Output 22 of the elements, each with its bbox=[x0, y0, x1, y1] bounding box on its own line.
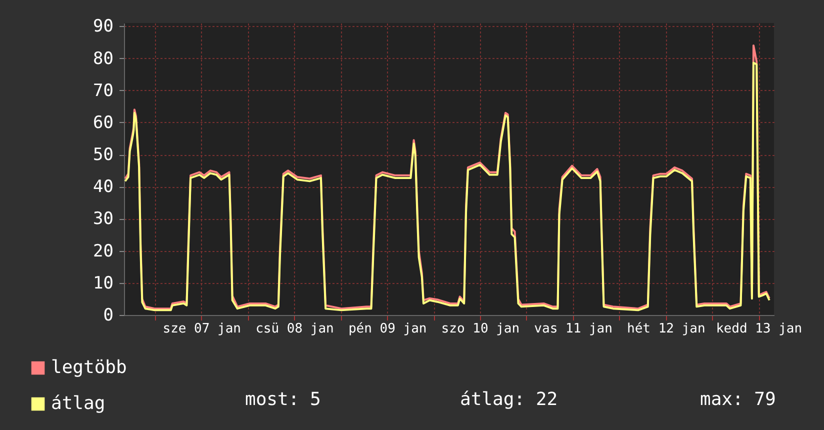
text: max: 79 bbox=[700, 389, 776, 410]
y-tick-label: 70 bbox=[93, 80, 114, 101]
x-tick-label: sze 07 jan bbox=[162, 322, 242, 336]
y-tick-label: 20 bbox=[93, 241, 114, 262]
x-tick-label: csü 08 jan bbox=[256, 322, 334, 336]
y-tick-label: 80 bbox=[93, 48, 114, 69]
y-tick-label: 30 bbox=[93, 209, 114, 230]
x-tick-label: vas 11 jan bbox=[534, 322, 612, 336]
x-tick-label: pén 09 jan bbox=[348, 322, 427, 336]
y-tick-label: 10 bbox=[93, 273, 114, 294]
y-tick-label: 60 bbox=[93, 112, 114, 133]
x-tick-label: kedd 13 jan bbox=[716, 322, 802, 336]
legend-label: átlag bbox=[51, 393, 106, 414]
x-tick-label: hét 12 jan bbox=[627, 322, 706, 336]
text: átlag: 22 bbox=[460, 389, 558, 410]
y-tick-label: 0 bbox=[103, 306, 114, 326]
legend-label: legtöbb bbox=[51, 357, 127, 378]
x-tick-label: szo 10 jan bbox=[441, 322, 520, 336]
y-tick-label: 50 bbox=[93, 145, 114, 166]
y-tick-label: 90 bbox=[93, 16, 114, 37]
text: most: 5 bbox=[245, 389, 321, 410]
y-tick-label: 40 bbox=[93, 177, 114, 198]
